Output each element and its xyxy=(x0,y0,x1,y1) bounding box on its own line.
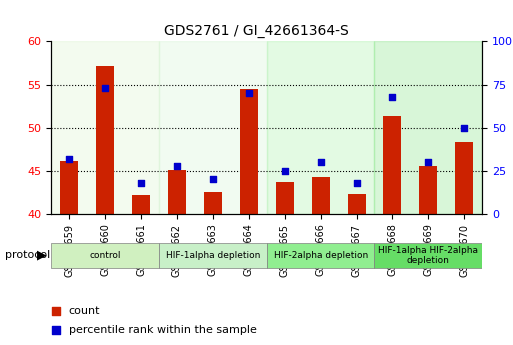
Point xyxy=(65,156,73,161)
Point xyxy=(388,94,397,99)
FancyBboxPatch shape xyxy=(51,243,159,268)
Point xyxy=(317,159,325,165)
Bar xyxy=(51,41,159,214)
Bar xyxy=(267,41,374,214)
Text: HIF-1alpha HIF-2alpha
depletion: HIF-1alpha HIF-2alpha depletion xyxy=(379,246,478,265)
Text: HIF-2alpha depletion: HIF-2alpha depletion xyxy=(273,251,368,260)
Point xyxy=(245,90,253,96)
FancyBboxPatch shape xyxy=(267,243,374,268)
FancyBboxPatch shape xyxy=(374,243,482,268)
Point xyxy=(302,70,310,76)
Bar xyxy=(419,167,437,214)
Point xyxy=(424,159,432,165)
Bar xyxy=(374,41,482,214)
Text: control: control xyxy=(89,251,121,260)
Text: ▶: ▶ xyxy=(36,249,46,262)
Point xyxy=(173,163,181,168)
Bar xyxy=(159,41,267,214)
Bar xyxy=(132,195,150,214)
Bar xyxy=(383,117,401,214)
Point xyxy=(137,180,145,186)
Point xyxy=(302,239,310,245)
Bar xyxy=(240,89,258,214)
Bar xyxy=(347,194,365,214)
Bar xyxy=(204,193,222,214)
Bar xyxy=(60,161,78,214)
Text: count: count xyxy=(69,306,100,316)
Point xyxy=(209,177,217,182)
Point xyxy=(352,180,361,186)
Bar xyxy=(275,182,293,214)
FancyBboxPatch shape xyxy=(159,243,267,268)
Text: protocol: protocol xyxy=(5,250,50,260)
Text: HIF-1alpha depletion: HIF-1alpha depletion xyxy=(166,251,260,260)
Text: percentile rank within the sample: percentile rank within the sample xyxy=(69,325,256,335)
Bar xyxy=(455,142,473,214)
Bar xyxy=(311,177,329,214)
Point xyxy=(101,85,109,91)
Point xyxy=(460,125,468,130)
Bar xyxy=(96,66,114,214)
Text: GDS2761 / GI_42661364-S: GDS2761 / GI_42661364-S xyxy=(164,24,349,38)
Point xyxy=(281,168,289,174)
Bar xyxy=(168,170,186,214)
